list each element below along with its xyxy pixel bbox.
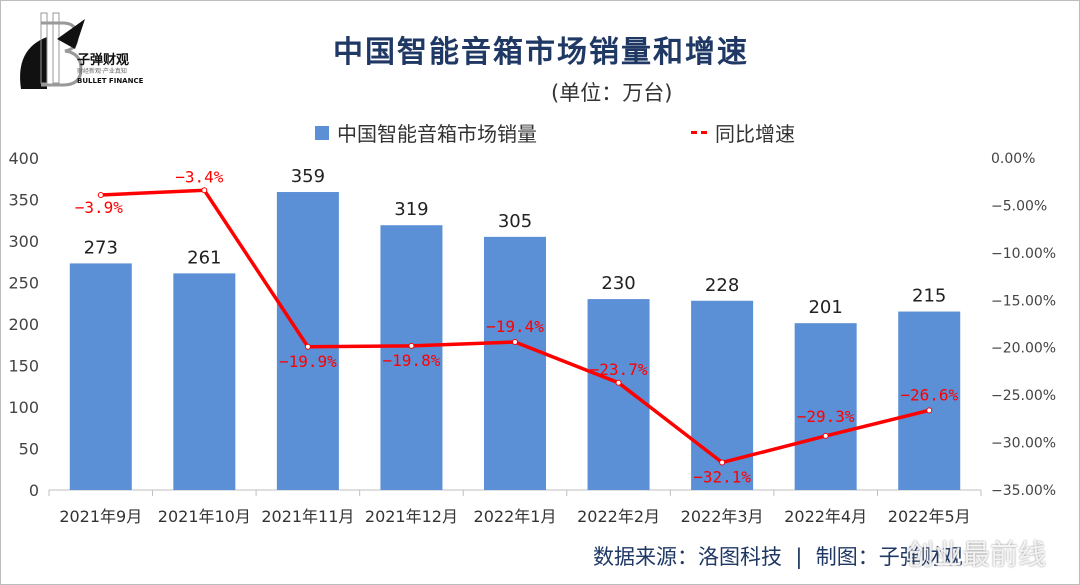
bar bbox=[898, 311, 961, 490]
line-point bbox=[304, 343, 311, 350]
x-tick-label: 2022年4月 bbox=[784, 507, 867, 526]
y-right-tick-label: −10.00% bbox=[991, 246, 1056, 262]
line-point bbox=[926, 407, 933, 414]
bar-data-label: 230 bbox=[601, 273, 635, 294]
line-point bbox=[615, 379, 622, 386]
y-left-tick-label: 100 bbox=[8, 398, 39, 417]
line-data-label: −19.8% bbox=[383, 351, 441, 370]
bar-data-label: 305 bbox=[498, 211, 532, 232]
y-right-tick-label: −5.00% bbox=[991, 198, 1047, 214]
x-tick-label: 2021年11月 bbox=[261, 507, 354, 526]
source-footer: 数据来源：洛图科技 | 制图：子弹财观 bbox=[593, 545, 963, 569]
bar-data-label: 359 bbox=[291, 166, 325, 187]
logo: 子弹财观 财经新观·产业真知 BULLET FINANCE bbox=[7, 9, 147, 103]
legend-bar-swatch bbox=[315, 125, 329, 140]
y-left-tick-label: 400 bbox=[8, 149, 39, 168]
y-left-tick-label: 350 bbox=[8, 191, 39, 210]
y-left-tick-label: 150 bbox=[8, 357, 39, 376]
line-data-label: −26.6% bbox=[900, 385, 958, 404]
legend-bar-label: 中国智能音箱市场销量 bbox=[337, 122, 537, 146]
line-point bbox=[822, 432, 829, 439]
bar-data-label: 261 bbox=[187, 247, 221, 268]
bar-data-label: 273 bbox=[84, 237, 118, 258]
x-tick-label: 2021年9月 bbox=[59, 507, 142, 526]
legend-line-label: 同比增速 bbox=[715, 122, 795, 146]
line-point bbox=[408, 342, 415, 349]
bar-data-label: 215 bbox=[912, 286, 946, 307]
y-right-tick-label: −35.00% bbox=[991, 483, 1056, 499]
y-left-tick-label: 250 bbox=[8, 274, 39, 293]
line-point bbox=[97, 191, 104, 198]
y-right-tick-label: 0.00% bbox=[991, 151, 1035, 167]
legend-line: 同比增速 bbox=[691, 118, 795, 147]
line-data-label: −32.1% bbox=[693, 467, 751, 486]
bar bbox=[276, 192, 339, 490]
legend-line-swatch bbox=[691, 131, 707, 134]
watermark: 创业最前线 bbox=[906, 538, 1047, 571]
y-left-tick-label: 50 bbox=[19, 440, 39, 459]
line-data-label: −3.4% bbox=[175, 167, 224, 186]
bar bbox=[173, 273, 236, 490]
y-left-tick-label: 300 bbox=[8, 232, 39, 251]
logo-bullet-icon: 子弹财观 财经新观·产业真知 BULLET FINANCE bbox=[20, 12, 144, 89]
line-data-label: −3.9% bbox=[75, 198, 124, 217]
y-right-tick-label: −20.00% bbox=[991, 341, 1056, 357]
svg-text:子弹财观: 子弹财观 bbox=[77, 52, 129, 68]
bar bbox=[794, 323, 857, 490]
x-tick-label: 2022年2月 bbox=[577, 507, 660, 526]
y-left-tick-label: 200 bbox=[8, 315, 39, 334]
line-point bbox=[201, 187, 208, 194]
x-tick-label: 2022年5月 bbox=[888, 507, 971, 526]
bar-data-label: 228 bbox=[705, 275, 739, 296]
x-tick-label: 2021年10月 bbox=[158, 507, 251, 526]
line-point bbox=[512, 339, 518, 346]
unit-label: (单位：万台) bbox=[551, 81, 673, 105]
svg-text:BULLET FINANCE: BULLET FINANCE bbox=[77, 77, 144, 85]
legend-bar: 中国智能音箱市场销量 bbox=[315, 118, 537, 147]
line-data-label: −23.7% bbox=[590, 360, 648, 379]
bar-data-label: 201 bbox=[808, 297, 842, 318]
bar bbox=[484, 236, 546, 490]
bar bbox=[69, 263, 132, 490]
y-right-tick-label: −30.00% bbox=[991, 436, 1056, 452]
y-left-tick-label: 0 bbox=[29, 481, 39, 500]
bar bbox=[587, 299, 650, 490]
bar-data-label: 319 bbox=[394, 199, 428, 220]
svg-text:财经新观·产业真知: 财经新观·产业真知 bbox=[77, 67, 127, 75]
chart-title: 中国智能音箱市场销量和增速 bbox=[333, 35, 749, 70]
line-point bbox=[719, 459, 726, 466]
x-tick-label: 2022年1月 bbox=[474, 507, 557, 526]
x-tick-label: 2021年12月 bbox=[365, 507, 458, 526]
line-data-label: −19.9% bbox=[279, 352, 337, 371]
line-data-label: −29.3% bbox=[797, 407, 855, 426]
y-right-tick-label: −15.00% bbox=[991, 293, 1056, 309]
y-right-tick-label: −25.00% bbox=[991, 388, 1056, 404]
bar bbox=[380, 225, 443, 491]
line-data-label: −19.4% bbox=[486, 317, 544, 336]
x-tick-label: 2022年3月 bbox=[681, 507, 764, 526]
